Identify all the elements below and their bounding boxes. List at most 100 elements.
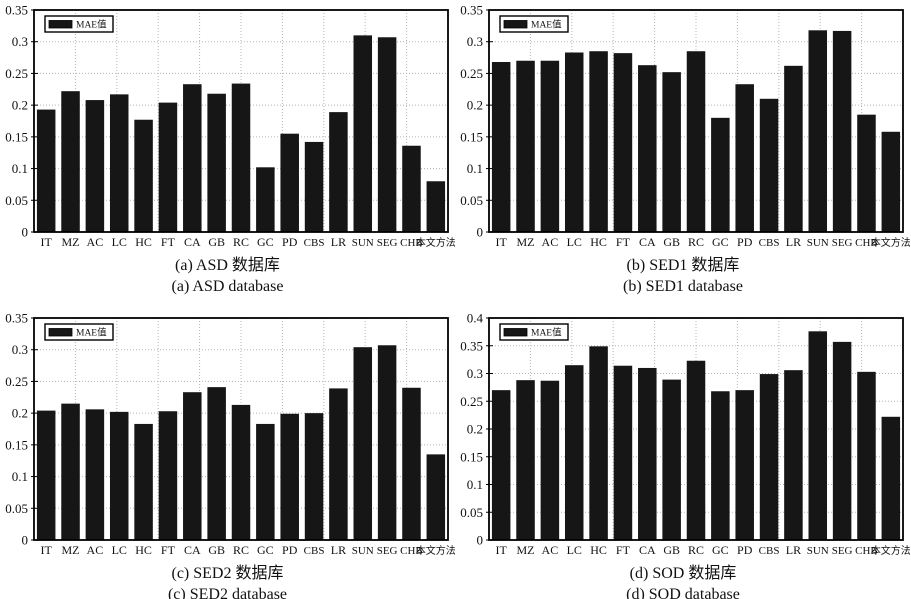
bar-GB	[662, 72, 681, 232]
y-tick-label: 0.3	[12, 342, 28, 357]
bar-GB	[662, 379, 681, 540]
legend-label: MAE值	[76, 327, 107, 339]
x-tick-label-SEG: SEG	[832, 237, 853, 249]
x-tick-label-CBS: CBS	[759, 545, 780, 557]
plot-border	[488, 317, 904, 541]
y-tick-label: 0.05	[5, 501, 28, 516]
bar-CA	[183, 84, 202, 233]
x-tick-label-LR: LR	[786, 543, 801, 557]
caption-sod-en: (d) SOD database	[626, 586, 740, 599]
bar-GC	[711, 391, 730, 540]
bar-LC	[109, 94, 129, 232]
y-tick-label: 0.3	[467, 366, 483, 381]
x-tick-label-SUN: SUN	[807, 237, 829, 249]
x-tick-label-CHB: CHB	[855, 545, 878, 557]
x-tick-label-MZ: MZ	[517, 543, 535, 557]
legend-b: MAE值	[499, 15, 569, 33]
y-tick-label: 0.2	[467, 422, 483, 437]
bar-chart-sed1: 0 0.05 0.1 0.15 0.2 0.25 0.3 0.35 IT MZ AC LC HC FT CA…	[455, 0, 911, 250]
bar-AC	[540, 380, 560, 540]
bar-SEG	[377, 37, 397, 232]
legend-d: MAE值	[499, 323, 569, 341]
bar-CBS	[759, 374, 779, 540]
bar-CHB	[857, 114, 876, 232]
bar-CHB	[402, 145, 421, 232]
bar-SEG	[832, 341, 852, 540]
bar-HC	[589, 346, 608, 540]
bar-RC	[231, 404, 251, 540]
bar-LC	[564, 52, 584, 232]
bar-RC	[231, 83, 251, 232]
bar-MZ	[516, 60, 535, 232]
bar-RC	[686, 51, 706, 233]
x-tick-label-HC: HC	[590, 235, 607, 249]
legend-swatch	[48, 328, 73, 337]
bar-GC	[256, 423, 275, 540]
x-tick-label-LR: LR	[331, 543, 346, 557]
bar-HC	[134, 423, 153, 540]
bar-SEG	[832, 30, 852, 233]
x-tick-label-MZ: MZ	[62, 543, 80, 557]
bar-本文方法	[881, 131, 901, 232]
x-tick-label-FT: FT	[161, 235, 176, 249]
x-tick-label-LC: LC	[112, 235, 127, 249]
x-tick-label-本文方法: 本文方法	[416, 544, 455, 557]
bar-RC	[686, 360, 706, 540]
legend-swatch	[48, 20, 73, 29]
bar-AC	[85, 100, 105, 232]
legend-c: MAE值	[44, 323, 114, 341]
legend-label: MAE值	[76, 19, 107, 31]
bar-MZ	[516, 380, 535, 540]
bar-chart-svg-c: 0 0.05 0.1 0.15 0.2 0.25 0.3 0.35 IT MZ AC LC HC FT CA…	[5, 311, 456, 558]
bar-本文方法	[881, 416, 901, 540]
x-tick-label-SEG: SEG	[377, 237, 398, 249]
y-tick-label: 0.3	[467, 34, 483, 49]
x-tick-label-SEG: SEG	[377, 545, 398, 557]
bar-MZ	[61, 403, 80, 540]
y-tick-label: 0.1	[12, 469, 28, 484]
x-tick-label-FT: FT	[161, 543, 176, 557]
bar-chart-svg-d: 0 0.05 0.1 0.15 0.2 0.25 0.3 0.35 0.4 IT MZ AC LC HC F…	[460, 311, 911, 558]
y-tick-label: 0.25	[460, 66, 483, 81]
bar-GC	[711, 117, 730, 232]
y-tick-label: 0.3	[12, 34, 28, 49]
bar-PD	[735, 84, 754, 233]
y-tick-label: 0.05	[460, 193, 483, 208]
x-tick-label-RC: RC	[233, 235, 249, 249]
x-tick-label-SEG: SEG	[832, 545, 853, 557]
y-tick-label: 0.35	[460, 3, 483, 18]
x-tick-label-HC: HC	[135, 235, 152, 249]
y-tick-label: 0.35	[460, 338, 483, 353]
x-tick-label-MZ: MZ	[62, 235, 80, 249]
plot-border	[33, 317, 449, 541]
bar-chart-sed2: 0 0.05 0.1 0.15 0.2 0.25 0.3 0.35 IT MZ AC LC HC FT CA…	[0, 308, 456, 558]
bar-IT	[491, 390, 511, 540]
bar-FT	[613, 365, 633, 540]
x-tick-label-HC: HC	[590, 543, 607, 557]
bar-IT	[36, 410, 56, 540]
x-tick-label-AC: AC	[87, 235, 104, 249]
x-tick-label-GC: GC	[712, 543, 729, 557]
y-tick-label: 0	[477, 225, 484, 240]
bar-PD	[280, 133, 299, 232]
plot-border	[488, 9, 904, 233]
bar-CBS	[304, 141, 324, 232]
x-tick-label-CA: CA	[639, 543, 656, 557]
y-tick-label: 0.2	[12, 406, 28, 421]
bar-SUN	[353, 347, 373, 540]
bar-chart-asd: 0 0.05 0.1 0.15 0.2 0.25 0.3 0.35 IT MZ AC LC HC FT CA…	[0, 0, 456, 250]
y-tick-label: 0.05	[460, 505, 483, 520]
x-tick-label-CA: CA	[184, 543, 201, 557]
plot-border	[33, 9, 449, 233]
bar-chart-svg-a: 0 0.05 0.1 0.15 0.2 0.25 0.3 0.35 IT MZ AC LC HC FT CA…	[5, 3, 456, 250]
x-tick-label-MZ: MZ	[517, 235, 535, 249]
caption-sed1-en: (b) SED1 database	[623, 278, 743, 295]
bar-GB	[207, 387, 226, 540]
bar-IT	[491, 62, 511, 233]
bar-SUN	[353, 35, 373, 233]
x-tick-label-FT: FT	[616, 543, 631, 557]
x-tick-label-IT: IT	[41, 543, 53, 557]
x-tick-label-HC: HC	[135, 543, 152, 557]
y-tick-label: 0.4	[467, 311, 484, 326]
